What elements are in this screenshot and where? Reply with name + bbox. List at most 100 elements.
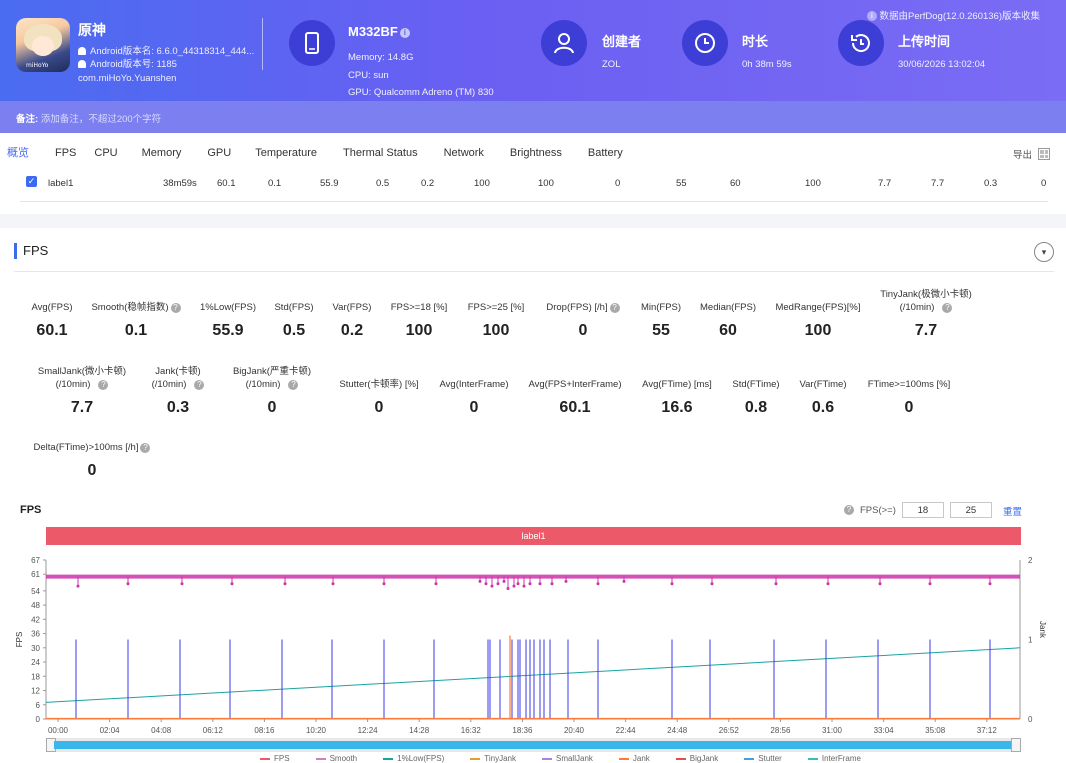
- android-icon: [78, 47, 86, 55]
- app-version-name: Android版本名: 6.6.0_44318314_444...: [78, 43, 254, 57]
- cell-1low: 55.9: [320, 178, 339, 189]
- metric-label-unit: (/10min)?: [12, 378, 152, 391]
- metric-label: FPS>=25 [%]: [467, 302, 525, 313]
- fps-chart: 67 61 54 48 42 36 30 24 18 12 6 0 2 1 0 FPS Jank 00:00 02:…: [15, 556, 1047, 735]
- tab-gpu[interactable]: GPU: [207, 147, 232, 159]
- help-icon[interactable]: ?: [288, 380, 299, 390]
- help-icon[interactable]: ?: [98, 380, 109, 390]
- metric-metrics_row1-10: MedRange(FPS)[%] 100: [748, 301, 888, 340]
- legend-item[interactable]: BigJank: [676, 754, 718, 763]
- clock-icon: [682, 20, 728, 66]
- metric-metrics_row2-2: BigJank(严重卡顿) (/10min)? 0: [202, 365, 342, 417]
- metric-label: Avg(FTime) [ms]: [642, 379, 712, 390]
- tab-temperature[interactable]: Temperature: [255, 147, 317, 159]
- series-fps-point: [478, 579, 482, 583]
- label-bar[interactable]: label1: [46, 527, 1021, 545]
- metric-value: 0.5: [282, 322, 306, 339]
- tab-battery[interactable]: Battery: [587, 147, 623, 159]
- x-tick-label: 00:00: [48, 726, 69, 735]
- y-tick-label: 0: [36, 715, 41, 724]
- metric-metrics_row1-0: Avg(FPS) 60.1: [0, 301, 122, 340]
- metric-value: 100: [804, 322, 832, 339]
- series-fps-point: [506, 586, 510, 590]
- x-tick-label: 20:40: [564, 726, 585, 735]
- metric-value: 0: [374, 399, 384, 416]
- device-model: M332BF i: [348, 24, 410, 39]
- tab-brightness[interactable]: Brightness: [509, 147, 562, 159]
- legend-item[interactable]: FPS: [260, 754, 290, 763]
- series-fps-point: [512, 584, 516, 588]
- metric-value: 55: [652, 322, 670, 339]
- help-icon[interactable]: ?: [140, 443, 151, 453]
- help-icon[interactable]: ?: [942, 303, 953, 313]
- cell-drop: 0: [615, 178, 621, 189]
- series-fps-point: [596, 582, 600, 586]
- series-fps-point: [878, 582, 882, 586]
- series-fps-point: [622, 579, 626, 583]
- creator-title: 创建者: [602, 34, 642, 49]
- legend-item[interactable]: InterFrame: [808, 754, 861, 763]
- series-fps-point: [283, 582, 287, 586]
- help-icon[interactable]: ?: [844, 505, 854, 515]
- series-fps-point: [502, 579, 506, 583]
- legend-item[interactable]: Stutter: [744, 754, 782, 763]
- cell-var: 0.2: [421, 178, 435, 189]
- metric-value: 7.7: [70, 399, 94, 416]
- metric-value: 100: [405, 322, 433, 339]
- tab-thermal-status[interactable]: Thermal Status: [342, 147, 418, 159]
- legend-item[interactable]: 1%Low(FPS): [383, 754, 444, 763]
- legend-item[interactable]: SmallJank: [542, 754, 593, 763]
- x-tick-label: 35:08: [925, 726, 946, 735]
- legend-item[interactable]: TinyJank: [470, 754, 516, 763]
- metric-value: 0.6: [811, 399, 835, 416]
- x-tick-label: 33:04: [874, 726, 895, 735]
- timeline-scrollbar[interactable]: [46, 738, 1021, 752]
- threshold-input-2[interactable]: [949, 502, 992, 518]
- help-icon[interactable]: ?: [170, 303, 181, 313]
- scroll-range[interactable]: [54, 741, 1013, 749]
- tab-overview[interactable]: 概览: [7, 147, 29, 159]
- tab-cpu[interactable]: CPU: [94, 147, 118, 159]
- chart-legend: FPS Smooth 1%Low(FPS) TinyJank SmallJank Jank…: [260, 754, 861, 763]
- series-fps-point: [670, 582, 674, 586]
- x-tick-label: 04:08: [151, 726, 172, 735]
- table-icon: [1038, 148, 1050, 160]
- help-icon[interactable]: ?: [194, 380, 205, 390]
- export-button[interactable]: 导出: [1013, 147, 1050, 161]
- cell-medrange: 100: [805, 178, 821, 189]
- tab-memory[interactable]: Memory: [141, 147, 182, 159]
- metric-metrics_row1-4: Var(FPS) 0.2: [282, 301, 422, 340]
- series-1low-line: [45, 647, 1021, 703]
- metric-value: 0: [87, 462, 97, 479]
- y2-axis-label: Jank: [1038, 621, 1047, 639]
- threshold-label: FPS(>=): [860, 504, 896, 516]
- collapse-icon[interactable]: ▾: [1034, 242, 1054, 262]
- metric-label: BigJank(严重卡顿): [232, 366, 312, 377]
- x-tick-label: 31:00: [822, 726, 843, 735]
- metric-label: SmallJank(微小卡顿): [37, 366, 127, 377]
- remark-input[interactable]: 添加备注，不超过200个字符: [40, 114, 162, 125]
- tab-fps[interactable]: FPS: [55, 147, 77, 159]
- row-label: label1: [48, 178, 74, 189]
- cell-duration: 38m59s: [163, 178, 197, 189]
- metric-label: Median(FPS): [700, 302, 756, 313]
- metric-value: 0: [904, 399, 914, 416]
- upload-value: 30/06/2026 13:02:04: [898, 59, 986, 70]
- info-icon[interactable]: i: [399, 28, 410, 38]
- tab-network[interactable]: Network: [443, 147, 484, 159]
- duration-title: 时长: [742, 34, 769, 49]
- series-fps-point: [490, 584, 494, 588]
- metric-label: MedRange(FPS)[%]: [775, 302, 861, 313]
- remark-bar[interactable]: 备注: 添加备注，不超过200个字符: [0, 101, 1066, 133]
- device-gpu: GPU: Qualcomm Adreno (TM) 830: [348, 87, 494, 98]
- row-checkbox[interactable]: ✓: [26, 176, 37, 187]
- reset-button[interactable]: 重置: [1003, 507, 1023, 518]
- metric-value: 60.1: [559, 399, 591, 416]
- y2-tick-label: 0: [1028, 715, 1033, 724]
- scroll-handle-right[interactable]: [1011, 738, 1021, 752]
- help-icon[interactable]: ?: [609, 303, 620, 313]
- legend-item[interactable]: Smooth: [316, 754, 358, 763]
- series-fps-point: [988, 582, 992, 586]
- threshold-input-1[interactable]: [901, 502, 944, 518]
- legend-item[interactable]: Jank: [619, 754, 650, 763]
